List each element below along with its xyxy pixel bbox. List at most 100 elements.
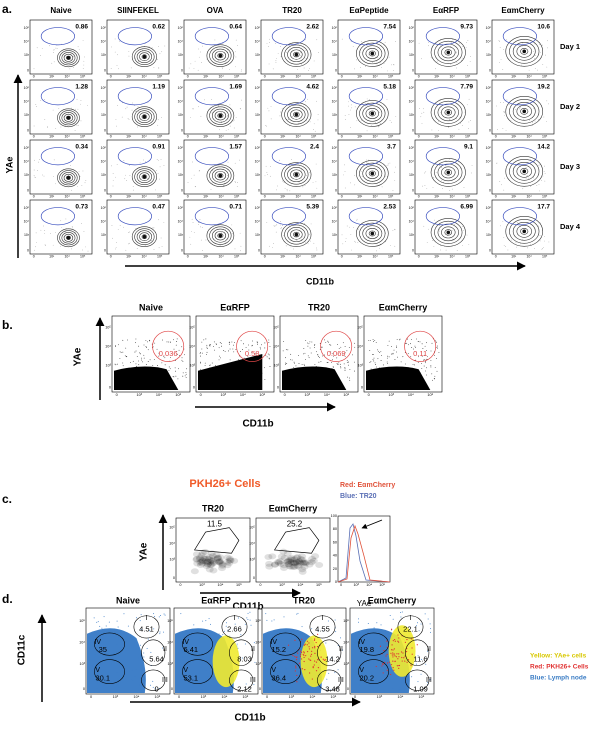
event-dot <box>325 659 327 661</box>
contour-core <box>522 169 527 174</box>
x-tick-label: 10³ <box>280 135 286 139</box>
y-tick-label: 10⁵ <box>101 146 107 150</box>
y-tick-label: 10⁴ <box>332 220 338 224</box>
event-dot <box>419 341 421 343</box>
x-tick-label: 10⁴ <box>218 135 224 139</box>
event-cloud <box>203 558 212 565</box>
event-dot <box>314 645 316 648</box>
event-dot <box>292 654 294 657</box>
event-dot <box>202 45 203 47</box>
event-dot <box>186 368 188 370</box>
event-dot <box>138 360 139 362</box>
event-dot <box>466 234 468 236</box>
y-tick-label: 0 <box>83 687 85 691</box>
event-cloud <box>279 548 288 555</box>
contour-core <box>522 109 527 114</box>
event-dot <box>330 344 332 346</box>
event-dot <box>200 368 202 370</box>
event-dot <box>405 343 407 344</box>
event-dot <box>307 243 309 245</box>
event-dot <box>77 108 79 110</box>
event-dot <box>293 248 294 250</box>
gate-value: 7.54 <box>383 24 396 31</box>
y-tick-label: 10⁵ <box>178 26 184 30</box>
contour-core <box>218 53 223 58</box>
x-tick-label: 0 <box>340 583 342 587</box>
event-dot <box>538 44 540 45</box>
event-dot <box>428 42 429 44</box>
event-dot <box>316 249 318 251</box>
y-tick-label: 10⁴ <box>178 220 184 224</box>
event-dot <box>124 178 126 180</box>
event-cloud <box>223 562 232 569</box>
event-dot <box>502 128 504 129</box>
event-cloud <box>291 560 300 567</box>
gate <box>502 147 537 166</box>
event-dot <box>234 248 236 250</box>
event-dot <box>500 225 501 227</box>
event-dot <box>510 120 512 121</box>
contour <box>359 162 386 185</box>
gate <box>141 669 166 691</box>
event-dot <box>120 630 122 632</box>
event-dot <box>227 115 229 116</box>
event-dot <box>223 184 225 186</box>
event-cloud <box>226 557 235 564</box>
contour <box>437 163 459 182</box>
event-dot <box>416 338 417 340</box>
gate <box>404 330 437 362</box>
event-dot <box>417 362 419 364</box>
event-dot <box>450 111 452 113</box>
event-dot <box>515 109 517 110</box>
event-dot <box>546 100 548 102</box>
event-dot <box>316 646 319 648</box>
event-dot <box>40 55 41 56</box>
y-tick-label: 0 <box>412 249 414 253</box>
x-tick-label: 10⁴ <box>133 695 139 699</box>
event-dot <box>393 654 395 656</box>
event-dot <box>411 638 413 640</box>
event-dot <box>350 41 352 42</box>
event-dot <box>114 38 116 40</box>
event-dot <box>471 172 472 174</box>
event-cloud <box>285 563 294 570</box>
event-cloud <box>203 555 212 562</box>
y-tick-label: 10⁵ <box>409 86 415 90</box>
event-dot <box>328 672 330 674</box>
event-dot <box>348 114 350 115</box>
column-header: TR20 <box>282 6 302 15</box>
event-dot <box>301 641 303 643</box>
event-dot <box>331 353 333 355</box>
event-cloud <box>213 555 222 562</box>
event-dot <box>395 116 397 117</box>
plot-title: EαRFP <box>220 302 250 312</box>
x-tick-label: 0 <box>33 75 35 79</box>
x-tick-label: 10³ <box>280 195 286 199</box>
event-dot <box>337 344 338 346</box>
event-dot <box>322 658 324 660</box>
event-dot <box>348 101 349 103</box>
event-dot <box>345 238 347 240</box>
event-dot <box>314 130 316 132</box>
event-dot <box>417 622 419 624</box>
x-tick-label: 10⁵ <box>242 695 248 699</box>
event-dot <box>528 69 530 71</box>
event-dot <box>178 354 180 356</box>
event-dot <box>542 248 543 249</box>
event-dot <box>118 344 120 346</box>
event-dot <box>267 174 268 175</box>
contour <box>217 113 224 119</box>
event-dot <box>153 249 155 250</box>
y-tick-label: 10⁴ <box>357 344 363 348</box>
event-dot <box>187 182 189 183</box>
event-dot <box>320 346 322 348</box>
x-tick-label: 10³ <box>126 75 132 79</box>
event-dot <box>222 634 224 636</box>
event-dot <box>530 185 531 187</box>
event-dot <box>56 48 58 49</box>
contour <box>59 170 78 186</box>
event-dot <box>112 237 113 239</box>
event-cloud <box>287 556 296 563</box>
contour-core <box>142 114 147 119</box>
event-dot <box>326 678 328 680</box>
